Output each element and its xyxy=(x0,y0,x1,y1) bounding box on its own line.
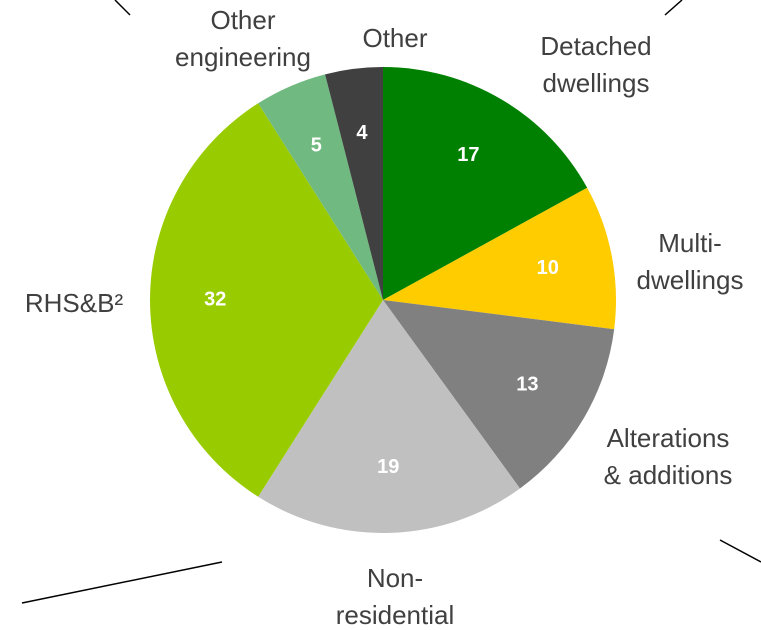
category-label-line: RHS&B² xyxy=(25,288,124,318)
category-label-line: Alterations xyxy=(607,423,730,453)
category-label: Other engineering xyxy=(175,5,311,72)
pie-slice xyxy=(383,67,588,300)
category-label-line: dwellings xyxy=(543,68,650,98)
category-label-line: dwellings xyxy=(637,265,744,295)
value-label: 13 xyxy=(516,374,538,396)
category-label-line: & additions xyxy=(604,460,733,490)
pie-slice xyxy=(149,103,383,497)
decor-line xyxy=(664,0,683,16)
category-label-line: Other xyxy=(210,5,275,35)
category-label-line: Multi- xyxy=(658,228,722,258)
pie-slice xyxy=(383,300,615,489)
value-label: 32 xyxy=(204,288,226,310)
category-label-line: engineering xyxy=(175,42,311,72)
category-label-line: Non- xyxy=(367,563,423,593)
category-label: Non-residential xyxy=(336,563,455,630)
category-label: Alterations & additions xyxy=(604,423,733,490)
category-label-line: Detached xyxy=(540,31,651,61)
value-label: 10 xyxy=(537,257,559,279)
value-label: 17 xyxy=(457,144,479,166)
category-label: RHS&B² xyxy=(25,288,124,318)
pie-slice xyxy=(325,67,383,300)
category-label-line: Other xyxy=(362,23,427,53)
pie-slice xyxy=(258,300,520,533)
category-label: Detached dwellings xyxy=(540,31,651,98)
decor-line xyxy=(719,539,761,563)
value-label: 4 xyxy=(356,122,368,144)
value-label: 19 xyxy=(377,456,399,478)
decor-line xyxy=(114,0,131,16)
category-label-line: residential xyxy=(336,600,455,630)
category-label: Other xyxy=(362,23,427,53)
category-label: Multi-dwellings xyxy=(637,228,744,295)
pie-slice xyxy=(383,187,616,330)
value-label: 5 xyxy=(311,134,322,156)
pie-slice xyxy=(258,74,383,300)
decor-line xyxy=(21,561,223,604)
